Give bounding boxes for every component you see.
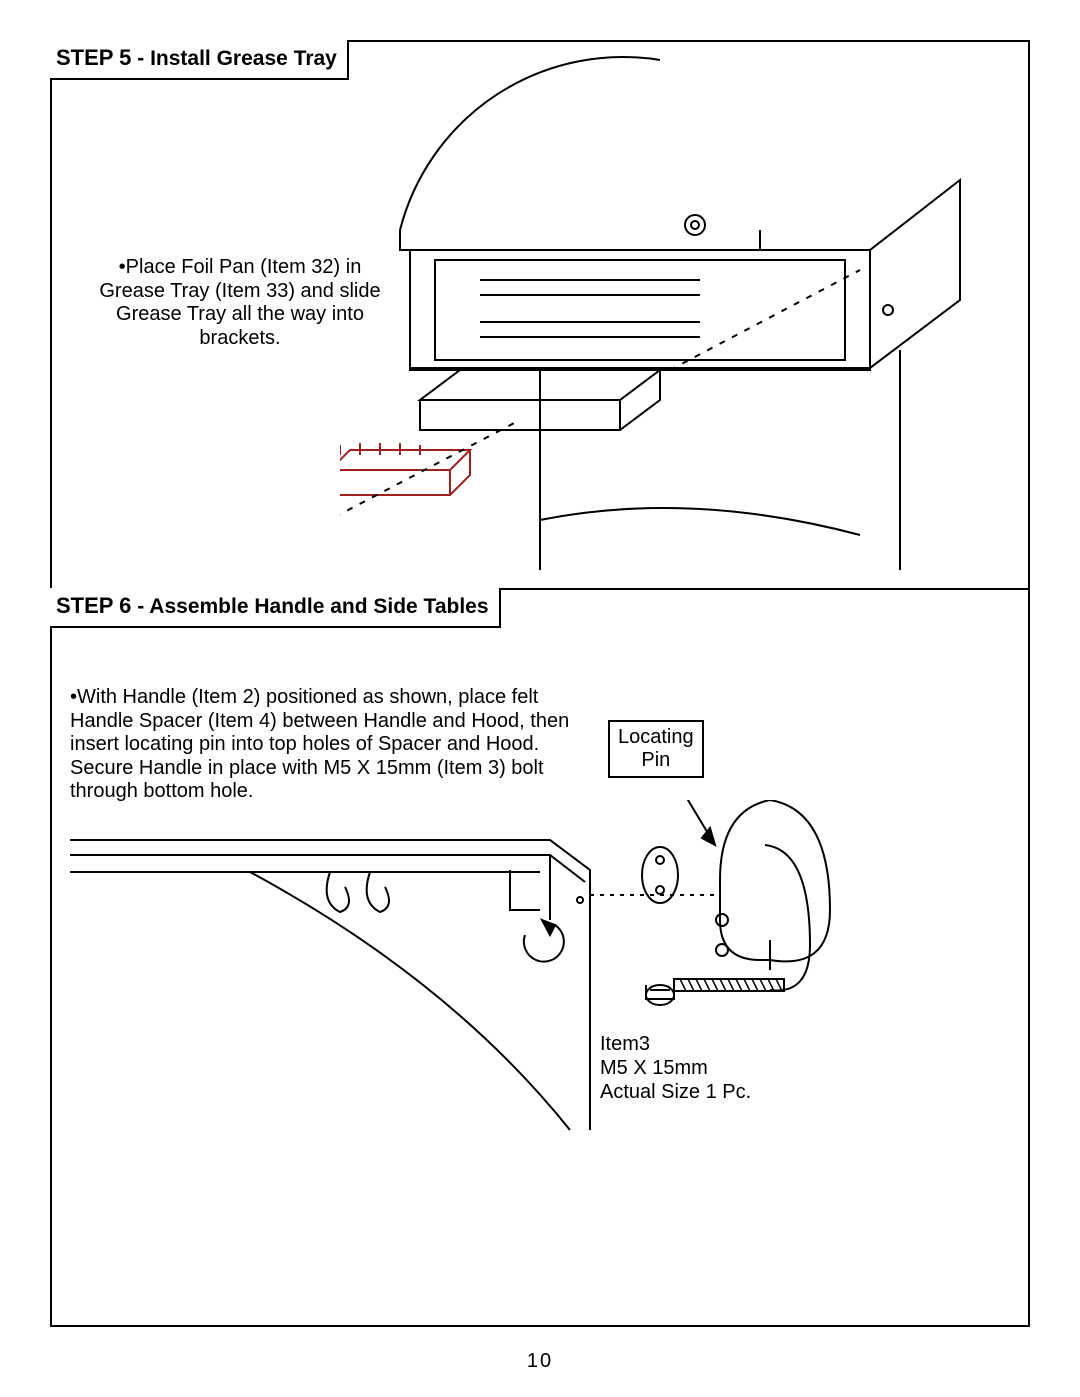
locating-pin-callout: Locating Pin [608, 720, 704, 778]
item3-text: Item3 M5 X 15mm Actual Size 1 Pc. [600, 1033, 751, 1103]
step6-body-text: •With Handle (Item 2) positioned as show… [70, 686, 600, 804]
page-number: 10 [0, 1350, 1080, 1373]
step5-body-text: •Place Foil Pan (Item 32) in Grease Tray… [90, 256, 390, 350]
step5-name: - Install Grease Tray [131, 47, 336, 70]
step6-name: - Assemble Handle and Side Tables [131, 595, 488, 618]
locating-pin-label: Locating Pin [618, 726, 694, 771]
page-frame [50, 40, 1030, 1327]
step6-title-box: STEP 6 - Assemble Handle and Side Tables [50, 588, 501, 628]
step6-number: STEP 6 [56, 593, 131, 618]
item3-label: Item3 M5 X 15mm Actual Size 1 Pc. [600, 1032, 751, 1104]
step5-title-box: STEP 5 - Install Grease Tray [50, 40, 349, 80]
manual-page: STEP 5 - Install Grease Tray •Place Foil… [0, 0, 1080, 1397]
step5-number: STEP 5 [56, 45, 131, 70]
